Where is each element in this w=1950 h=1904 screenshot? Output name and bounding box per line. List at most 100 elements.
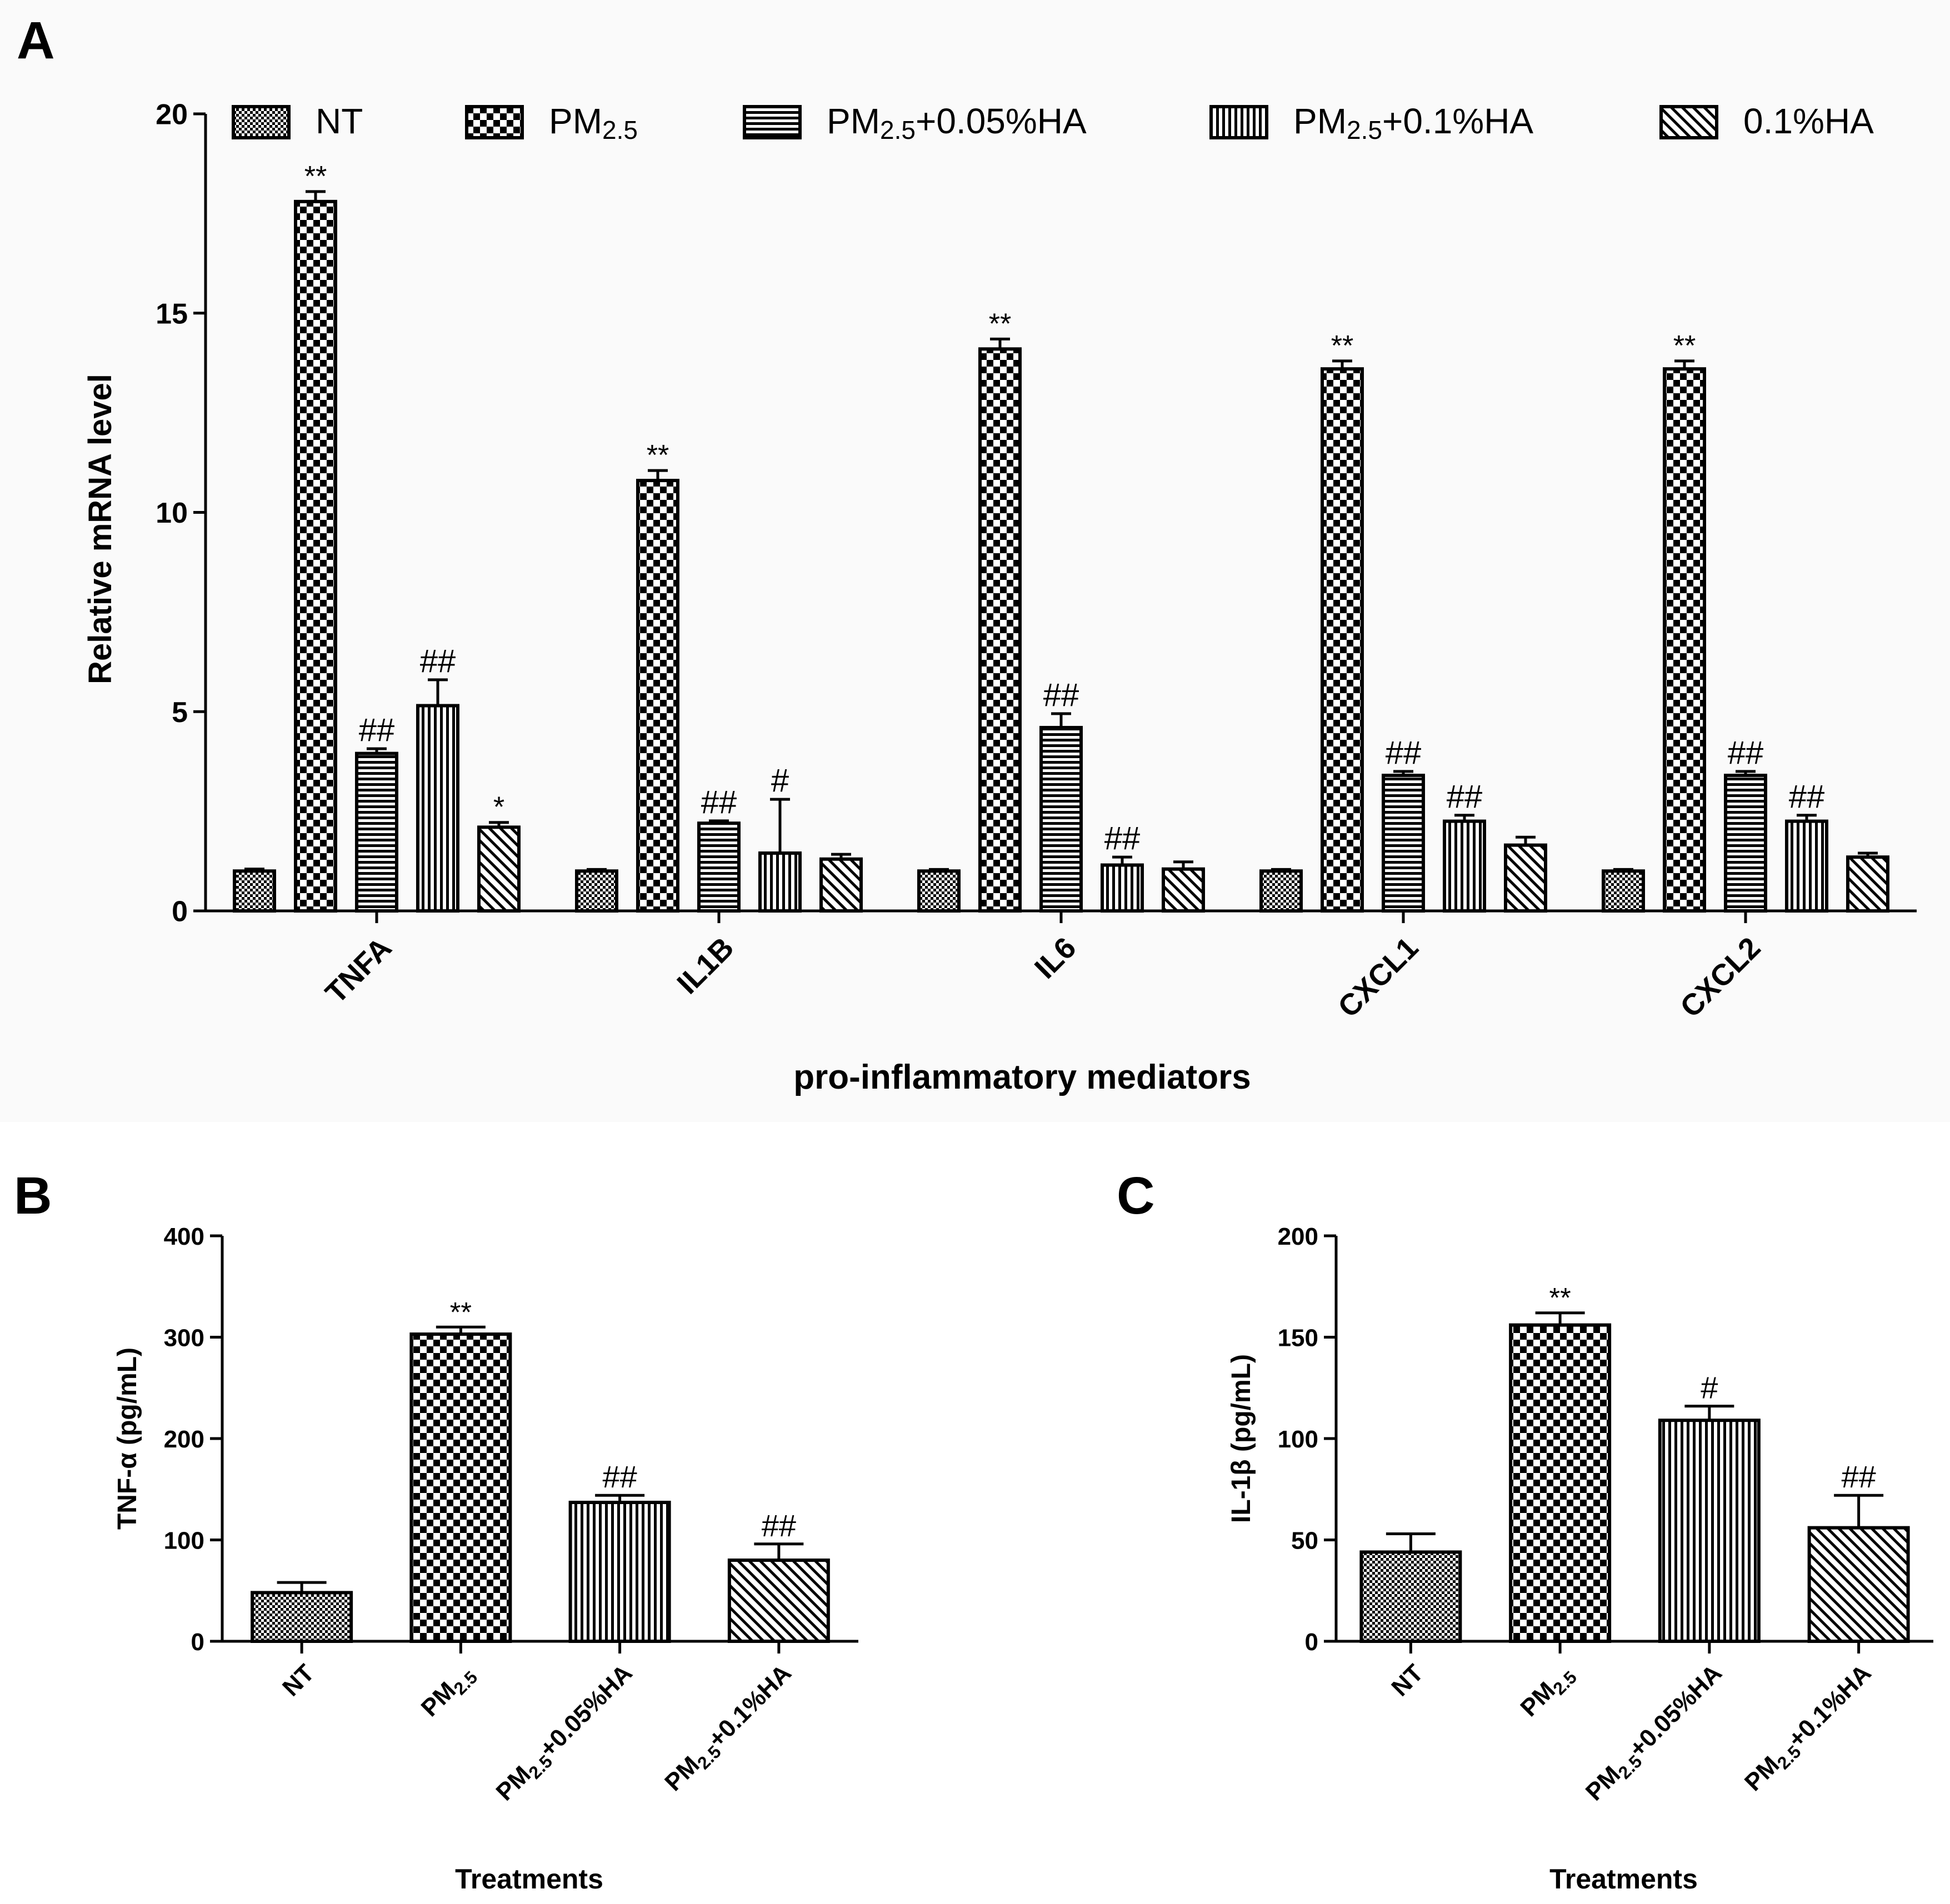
y-tick-label-c-3: 150 — [1278, 1324, 1318, 1351]
x-axis-title-a: pro-inflammatory mediators — [793, 1058, 1251, 1096]
bar-a-il6-nt — [917, 869, 961, 913]
annotation-a-cxcl2-pm2-5-0-1-ha: ## — [1789, 779, 1825, 815]
legend-swatch-pm2-5-0-1-ha — [1209, 105, 1268, 139]
annotation-a-cxcl2-pm2-5: ** — [1673, 330, 1696, 362]
y-tick-label-b-1: 100 — [164, 1527, 204, 1554]
bar-a-cxcl2-0-1-ha — [1846, 855, 1889, 913]
annotation-a-il6-pm2-5-0-1-ha: ## — [1104, 820, 1141, 856]
bar-c-pm2-5-0-1-ha — [1807, 1526, 1910, 1644]
annotation-a-il6-pm2-5-0-05-ha: ## — [1043, 677, 1079, 713]
x-axis-title-b: Treatments — [455, 1863, 603, 1895]
bar-a-tnfa-pm2-5-0-1-ha — [416, 704, 459, 913]
y-tick-label-a-0: 0 — [172, 896, 188, 928]
annotation-a-cxcl1-pm2-5: ** — [1331, 330, 1354, 362]
y-tick-label-a-3: 15 — [156, 298, 188, 330]
bar-a-cxcl1-pm2-5 — [1321, 367, 1364, 913]
bar-a-cxcl2-pm2-5-0-05-ha — [1724, 774, 1767, 913]
bar-c-nt — [1359, 1550, 1462, 1643]
y-axis-title-b: TNF-α (pg/mL) — [113, 1347, 142, 1530]
bar-b-pm2-5-0-05-ha — [568, 1500, 671, 1644]
bar-a-tnfa-nt — [233, 869, 276, 913]
bar-a-cxcl1-0-1-ha — [1504, 843, 1547, 913]
y-tick-label-b-4: 400 — [164, 1223, 204, 1250]
x-tick-label-b-pm2-5: PM2.5 — [416, 1659, 482, 1725]
x-axis-title-c: Treatments — [1549, 1863, 1698, 1895]
legend-label-pm2-5-0-1-ha: PM2.5+0.1%HA — [1293, 101, 1533, 144]
bar-a-il6-0-1-ha — [1162, 867, 1205, 913]
x-tick-label-c-pm2-5-0-1-ha: PM2.5+0.1%HA — [1739, 1659, 1879, 1799]
y-tick-label-c-2: 100 — [1278, 1426, 1318, 1453]
y-tick-label-c-0: 0 — [1305, 1629, 1318, 1656]
annotation-a-cxcl1-pm2-5-0-1-ha: ## — [1447, 779, 1483, 815]
annotation-a-tnfa-pm2-5-0-05-ha: ## — [359, 712, 395, 748]
annotation-a-tnfa-0-1-ha: * — [493, 791, 504, 824]
y-tick-label-b-0: 0 — [191, 1629, 204, 1656]
bar-c-pm2-5 — [1509, 1323, 1612, 1644]
x-tick-label-c-pm2-5-0-05-ha: PM2.5+0.05%HA — [1581, 1659, 1730, 1808]
bar-a-il1b-0-1-ha — [819, 857, 863, 913]
annotation-a-tnfa-pm2-5-0-1-ha: ## — [420, 643, 456, 679]
bar-a-tnfa-pm2-5-0-05-ha — [355, 751, 398, 913]
annotation-a-tnfa-pm2-5: ** — [304, 161, 327, 193]
annotation-a-il1b-pm2-5: ** — [647, 439, 669, 472]
y-tick-label-a-4: 20 — [156, 99, 188, 131]
bar-a-il1b-pm2-5-0-1-ha — [758, 851, 802, 913]
y-tick-label-b-2: 200 — [164, 1426, 204, 1453]
y-tick-label-a-2: 10 — [156, 497, 188, 529]
bar-a-il6-pm2-5 — [978, 347, 1022, 913]
annotation-c-pm2-5-0-1-ha: ## — [1841, 1459, 1876, 1494]
bar-b-nt — [251, 1591, 353, 1643]
x-tick-label-c-nt: NT — [1386, 1659, 1428, 1701]
legend-label-pm2-5: PM2.5 — [549, 101, 638, 144]
bar-a-cxcl1-nt — [1259, 869, 1303, 913]
annotation-a-cxcl1-pm2-5-0-05-ha: ## — [1386, 735, 1422, 771]
legend-swatch-pm2-5-0-05-ha — [743, 105, 802, 139]
legend-label-pm2-5-0-05-ha: PM2.5+0.05%HA — [827, 101, 1087, 144]
bar-a-il1b-nt — [575, 869, 618, 913]
legend-swatch-0-1-ha — [1659, 105, 1718, 139]
legend-label-0-1-ha: 0.1%HA — [1743, 101, 1874, 141]
annotation-c-pm2-5-0-05-ha: # — [1701, 1370, 1718, 1405]
annotation-a-cxcl2-pm2-5-0-05-ha: ## — [1728, 735, 1764, 771]
bar-a-il1b-pm2-5 — [636, 479, 679, 913]
legend-swatch-pm2-5 — [465, 105, 524, 139]
bar-c-pm2-5-0-05-ha — [1658, 1419, 1761, 1643]
bar-a-cxcl1-pm2-5-0-1-ha — [1443, 819, 1486, 913]
panel-label-c: C — [1117, 1166, 1155, 1225]
x-tick-label-b-nt: NT — [277, 1659, 319, 1701]
panel-b: 0 100 200 300 400 NT ** PM2.5 ## PM2.5+0.05%HA ## P… — [113, 1223, 858, 1895]
annotation-c-pm2-5: ** — [1549, 1282, 1571, 1314]
bar-b-pm2-5-0-1-ha — [727, 1559, 830, 1643]
annotation-b-pm2-5-0-1-ha: ## — [762, 1508, 796, 1543]
annotation-b-pm2-5-0-05-ha: ## — [602, 1459, 637, 1494]
annotation-b-pm2-5: ** — [450, 1296, 472, 1327]
annotation-a-il1b-pm2-5-0-05-ha: ## — [701, 784, 737, 820]
bar-a-il1b-pm2-5-0-05-ha — [697, 821, 741, 913]
y-axis-title-a: Relative mRNA level — [82, 374, 118, 684]
y-tick-label-c-1: 50 — [1291, 1527, 1318, 1554]
bar-a-tnfa-0-1-ha — [477, 825, 521, 913]
panel-c: 0 50 100 150 200 NT ** PM2.5 # PM2.5+0.05%HA ## PM2… — [1227, 1223, 1933, 1895]
x-tick-label-b-pm2-5-0-1-ha: PM2.5+0.1%HA — [659, 1659, 799, 1799]
panel-label-b: B — [14, 1166, 52, 1225]
panel-a-background — [0, 0, 1950, 1122]
y-axis-title-c: IL-1β (pg/mL) — [1227, 1354, 1256, 1523]
x-tick-label-c-pm2-5: PM2.5 — [1515, 1659, 1581, 1725]
bar-a-cxcl2-nt — [1602, 869, 1645, 913]
y-tick-label-b-3: 300 — [164, 1324, 204, 1351]
bar-a-cxcl2-pm2-5-0-1-ha — [1785, 819, 1828, 913]
x-tick-label-b-pm2-5-0-05-ha: PM2.5+0.05%HA — [491, 1659, 641, 1808]
bar-a-il6-pm2-5-0-05-ha — [1039, 725, 1083, 913]
annotation-a-il6-pm2-5: ** — [989, 308, 1012, 340]
bar-a-cxcl2-pm2-5 — [1663, 367, 1706, 913]
legend-label-nt: NT — [316, 101, 363, 141]
legend-swatch-nt — [232, 105, 291, 139]
bar-b-pm2-5 — [409, 1332, 512, 1643]
bar-a-il6-pm2-5-0-1-ha — [1101, 863, 1144, 913]
bar-a-cxcl1-pm2-5-0-05-ha — [1382, 774, 1425, 913]
annotation-a-il1b-pm2-5-0-1-ha: # — [771, 763, 789, 799]
y-tick-label-a-1: 5 — [172, 697, 188, 729]
panel-label-a: A — [17, 11, 55, 70]
y-tick-label-c-4: 200 — [1278, 1223, 1318, 1250]
